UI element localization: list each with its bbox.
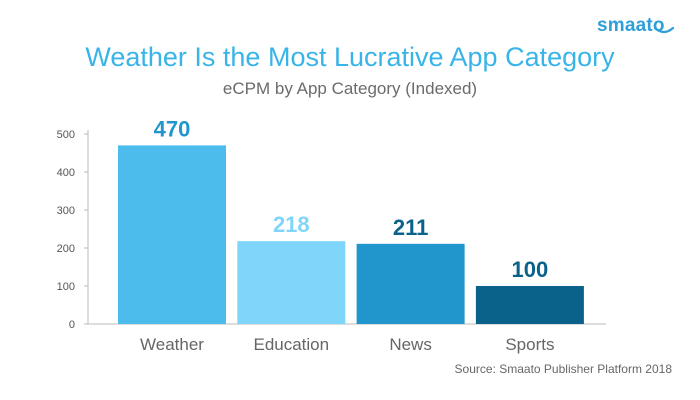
bar-news [356,243,465,324]
data-label: 218 [273,212,310,237]
y-tick-label: 0 [69,319,75,331]
y-tick-label: 500 [57,129,75,141]
bar-education [237,241,346,324]
data-label: 100 [512,257,549,282]
logo-smile-icon [653,27,675,34]
x-tick-label: Sports [505,335,554,354]
y-tick-label: 100 [57,281,75,293]
y-tick-label: 300 [57,205,75,217]
brand-logo: smaato [597,15,681,37]
x-tick-label: News [389,335,432,354]
bar-sports [475,286,584,324]
source-note: Source: Smaato Publisher Platform 2018 [454,362,672,376]
x-tick-label: Education [253,335,329,354]
data-label: 211 [393,215,429,240]
y-tick-label: 200 [57,243,75,255]
x-tick-label: Weather [140,335,204,354]
logo-text: smaato [597,15,665,36]
chart-title: Weather Is the Most Lucrative App Catego… [85,42,615,72]
bar-weather [118,145,226,324]
y-tick-label: 400 [57,167,75,179]
chart-subtitle: eCPM by App Category (Indexed) [222,79,478,98]
data-label: 470 [154,116,191,141]
